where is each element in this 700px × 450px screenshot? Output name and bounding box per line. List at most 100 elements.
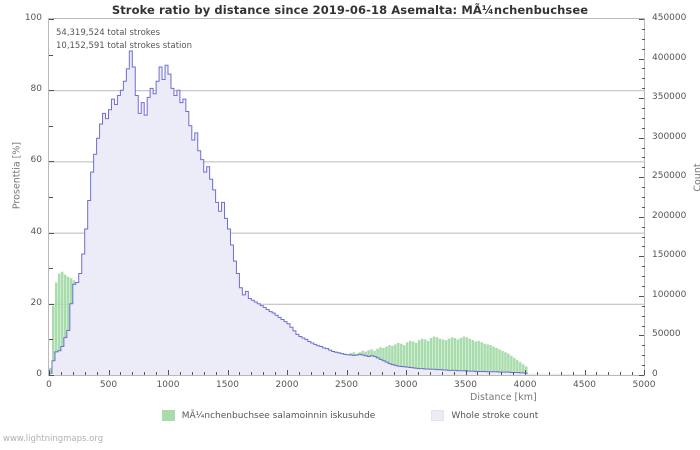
axis-tick-mark — [406, 370, 407, 375]
axis-tick-mark — [263, 372, 264, 375]
axis-tick-mark — [144, 372, 145, 375]
axis-tick-mark — [642, 197, 645, 198]
axis-tick-mark — [49, 268, 53, 269]
axis-tick-mark — [109, 370, 110, 375]
axis-tick-mark — [642, 157, 645, 158]
axis-tick-mark — [642, 276, 645, 277]
y-axis-right-tick-label: 150000 — [652, 250, 687, 261]
legend-swatch-whole-stroke-count — [431, 410, 445, 421]
axis-tick-mark — [639, 19, 644, 20]
y-axis-right-tick-label: 250000 — [652, 171, 687, 182]
axis-tick-mark — [642, 316, 645, 317]
axis-tick-mark — [156, 372, 157, 375]
axis-tick-mark — [525, 370, 526, 375]
axis-tick-mark — [489, 372, 490, 375]
footer-attribution: www.lightningmaps.org — [3, 434, 104, 444]
y-axis-right-title: Count — [692, 163, 700, 192]
axis-tick-mark — [642, 118, 645, 119]
legend-swatch-station-ratio — [161, 410, 175, 421]
legend-item-station-ratio: MÃ¼nchenbuchsee salamoinnin iskusuhde — [161, 410, 375, 421]
axis-tick-mark — [49, 19, 54, 20]
axis-tick-mark — [239, 372, 240, 375]
axis-tick-mark — [642, 365, 645, 366]
axis-tick-mark — [49, 304, 54, 305]
y-axis-right-tick-label: 0 — [652, 369, 658, 379]
x-axis-tick-label: 4000 — [513, 380, 537, 390]
axis-tick-mark — [61, 372, 62, 375]
axis-tick-mark — [642, 78, 645, 79]
axis-tick-mark — [573, 372, 574, 375]
y-axis-left-tick-label: 0 — [36, 369, 42, 379]
axis-tick-mark — [642, 49, 645, 50]
y-axis-right-tick-label: 450000 — [652, 13, 687, 23]
axis-tick-mark — [132, 372, 133, 375]
x-axis-tick-label: 2000 — [275, 380, 299, 390]
y-axis-right-tick-label: 400000 — [652, 52, 687, 63]
axis-tick-mark — [642, 128, 645, 129]
axis-tick-mark — [49, 161, 54, 162]
y-axis-left-tick-label: 40 — [30, 226, 42, 237]
axis-tick-mark — [639, 177, 644, 178]
axis-tick-mark — [642, 266, 645, 267]
axis-tick-mark — [335, 372, 336, 375]
axis-tick-mark — [642, 237, 645, 238]
axis-tick-mark — [466, 370, 467, 375]
axis-tick-mark — [216, 372, 217, 375]
axis-tick-mark — [642, 345, 645, 346]
y-axis-left-title: Prosenttia [%] — [11, 141, 23, 210]
axis-tick-mark — [358, 372, 359, 375]
axis-tick-mark — [642, 108, 645, 109]
y-axis-left-tick-label: 80 — [30, 84, 42, 95]
axis-tick-mark — [639, 59, 644, 60]
axis-tick-mark — [537, 372, 538, 375]
axis-tick-mark — [418, 372, 419, 375]
x-axis-tick-label: 500 — [99, 380, 118, 390]
axis-tick-mark — [642, 148, 645, 149]
axis-tick-mark — [168, 370, 169, 375]
axis-tick-mark — [642, 355, 645, 356]
axis-tick-mark — [632, 372, 633, 375]
x-axis-title: Distance [km] — [470, 392, 537, 403]
axis-tick-mark — [639, 296, 644, 297]
axis-tick-mark — [382, 372, 383, 375]
annotation-total-strokes-station: 10,152,591 total strokes station — [56, 41, 193, 51]
y-axis-left-tick-label: 60 — [30, 155, 42, 166]
axis-tick-mark — [549, 372, 550, 375]
axis-tick-mark — [585, 370, 586, 375]
axis-tick-mark — [642, 167, 645, 168]
axis-tick-mark — [97, 372, 98, 375]
axis-tick-mark — [49, 197, 53, 198]
x-axis-tick-label: 2500 — [335, 380, 358, 390]
y-axis-left-tick-label: 20 — [30, 297, 42, 308]
axis-tick-mark — [49, 339, 53, 340]
axis-tick-mark — [49, 126, 53, 127]
axis-tick-mark — [639, 217, 644, 218]
axis-tick-mark — [275, 372, 276, 375]
axis-tick-mark — [49, 233, 54, 234]
axis-tick-mark — [120, 372, 121, 375]
y-axis-right-tick-label: 200000 — [652, 210, 687, 221]
y-axis-right-tick-label: 300000 — [652, 131, 687, 142]
axis-tick-mark — [561, 372, 562, 375]
axis-tick-mark — [347, 370, 348, 375]
axis-tick-mark — [642, 326, 645, 327]
axis-tick-mark — [596, 372, 597, 375]
axis-tick-mark — [642, 246, 645, 247]
axis-tick-mark — [85, 372, 86, 375]
axis-tick-mark — [513, 372, 514, 375]
axis-tick-mark — [642, 39, 645, 40]
axis-tick-mark — [608, 372, 609, 375]
axis-tick-mark — [192, 372, 193, 375]
annotation-total-strokes: 54,319,524 total strokes — [56, 28, 161, 38]
axis-tick-mark — [642, 29, 645, 30]
axis-tick-mark — [251, 372, 252, 375]
axis-tick-mark — [642, 227, 645, 228]
x-axis-tick-label: 3000 — [394, 380, 418, 390]
axis-tick-mark — [299, 372, 300, 375]
axis-tick-mark — [639, 335, 644, 336]
legend-label-whole-stroke-count: Whole stroke count — [451, 410, 539, 421]
axis-tick-mark — [228, 370, 229, 375]
axis-tick-mark — [639, 256, 644, 257]
axis-tick-mark — [49, 375, 54, 376]
axis-tick-mark — [501, 372, 502, 375]
